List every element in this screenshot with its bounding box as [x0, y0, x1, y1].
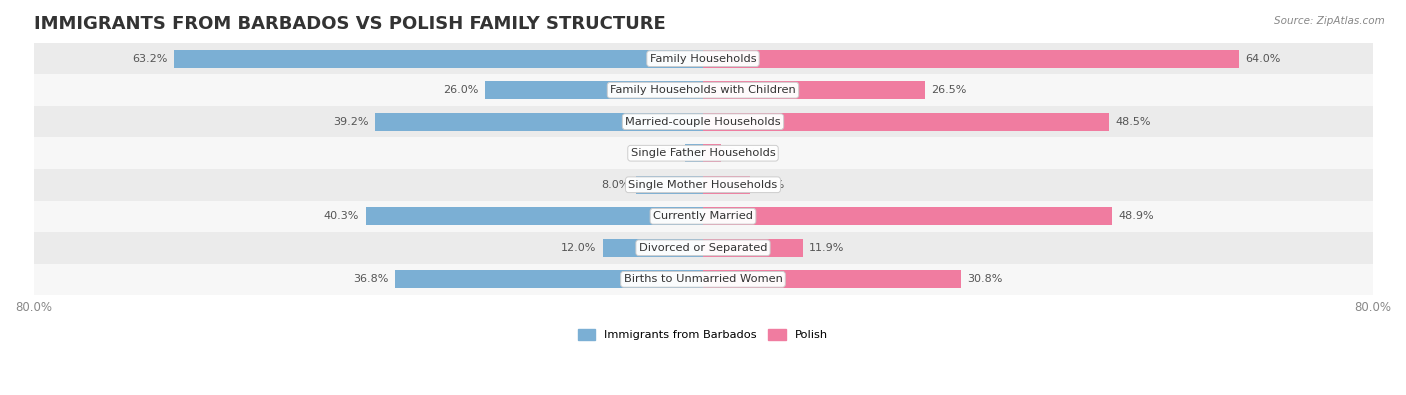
- Text: 30.8%: 30.8%: [967, 274, 1002, 284]
- Text: Births to Unmarried Women: Births to Unmarried Women: [624, 274, 782, 284]
- Bar: [603, 239, 703, 257]
- Text: Source: ZipAtlas.com: Source: ZipAtlas.com: [1274, 16, 1385, 26]
- Bar: [703, 81, 925, 99]
- Text: 26.0%: 26.0%: [443, 85, 478, 95]
- Text: 11.9%: 11.9%: [810, 243, 845, 253]
- Text: Family Households with Children: Family Households with Children: [610, 85, 796, 95]
- Bar: [703, 144, 721, 162]
- Bar: [703, 49, 1239, 68]
- Text: 2.2%: 2.2%: [650, 148, 678, 158]
- Legend: Immigrants from Barbados, Polish: Immigrants from Barbados, Polish: [574, 325, 832, 345]
- Bar: [703, 207, 1112, 226]
- Text: 12.0%: 12.0%: [561, 243, 596, 253]
- Text: 39.2%: 39.2%: [333, 117, 368, 127]
- Text: 5.6%: 5.6%: [756, 180, 785, 190]
- Text: Currently Married: Currently Married: [652, 211, 754, 221]
- Text: 36.8%: 36.8%: [353, 274, 388, 284]
- Bar: [685, 144, 703, 162]
- Text: 26.5%: 26.5%: [931, 85, 967, 95]
- Text: Single Mother Households: Single Mother Households: [628, 180, 778, 190]
- Bar: [375, 113, 703, 131]
- Bar: [34, 74, 1372, 106]
- Bar: [703, 113, 1109, 131]
- Text: Family Households: Family Households: [650, 54, 756, 64]
- Text: 40.3%: 40.3%: [323, 211, 359, 221]
- Bar: [34, 263, 1372, 295]
- Text: 48.5%: 48.5%: [1115, 117, 1152, 127]
- Text: IMMIGRANTS FROM BARBADOS VS POLISH FAMILY STRUCTURE: IMMIGRANTS FROM BARBADOS VS POLISH FAMIL…: [34, 15, 665, 33]
- Text: 48.9%: 48.9%: [1119, 211, 1154, 221]
- Bar: [34, 169, 1372, 201]
- Text: 2.2%: 2.2%: [728, 148, 756, 158]
- Bar: [34, 106, 1372, 137]
- Bar: [703, 270, 960, 288]
- Text: 63.2%: 63.2%: [132, 54, 167, 64]
- Bar: [703, 239, 803, 257]
- Bar: [366, 207, 703, 226]
- Bar: [636, 176, 703, 194]
- Text: Divorced or Separated: Divorced or Separated: [638, 243, 768, 253]
- Bar: [34, 137, 1372, 169]
- Bar: [174, 49, 703, 68]
- Bar: [395, 270, 703, 288]
- Bar: [485, 81, 703, 99]
- Text: Married-couple Households: Married-couple Households: [626, 117, 780, 127]
- Bar: [34, 43, 1372, 74]
- Text: Single Father Households: Single Father Households: [631, 148, 775, 158]
- Text: 64.0%: 64.0%: [1246, 54, 1281, 64]
- Bar: [34, 201, 1372, 232]
- Text: 8.0%: 8.0%: [600, 180, 630, 190]
- Bar: [34, 232, 1372, 263]
- Bar: [703, 176, 749, 194]
